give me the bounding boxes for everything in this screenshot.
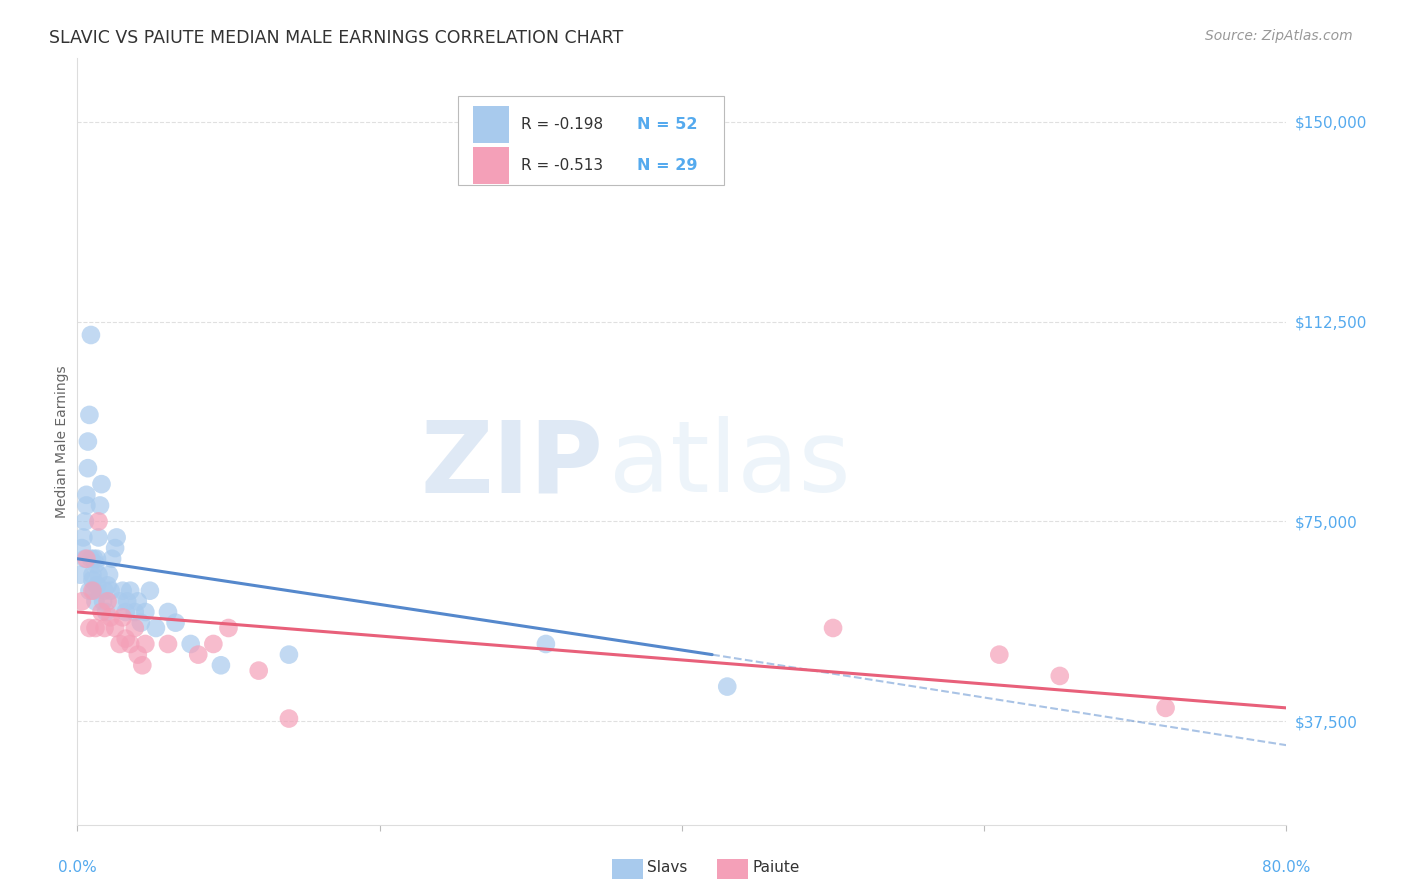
Point — [72, 530, 94, 544]
Point — [157, 637, 180, 651]
Point — [157, 605, 180, 619]
Point — [1049, 669, 1071, 683]
Point — [91, 594, 114, 608]
Point — [82, 567, 104, 582]
Point — [202, 637, 225, 651]
Point — [120, 637, 142, 651]
Point — [180, 637, 202, 651]
Point — [84, 557, 107, 571]
Point — [111, 610, 134, 624]
Point — [108, 637, 131, 651]
Point — [84, 621, 107, 635]
Point — [94, 605, 117, 619]
Point — [87, 530, 110, 544]
Point — [127, 594, 149, 608]
Point — [127, 648, 149, 662]
Text: Paiute: Paiute — [752, 860, 800, 874]
Point — [534, 637, 557, 651]
Point — [120, 583, 142, 598]
Text: 0.0%: 0.0% — [58, 860, 97, 875]
Point — [93, 583, 115, 598]
Text: ZIP: ZIP — [420, 416, 603, 513]
Point — [96, 578, 118, 592]
Text: atlas: atlas — [609, 416, 851, 513]
Point — [145, 621, 167, 635]
Point — [70, 541, 93, 555]
Point — [105, 530, 128, 544]
Point — [79, 621, 101, 635]
Point — [124, 621, 146, 635]
Point — [124, 605, 146, 619]
Point — [115, 594, 138, 608]
Point — [104, 541, 127, 555]
Point — [87, 515, 110, 529]
Point — [165, 615, 187, 630]
Point — [104, 621, 127, 635]
Point — [821, 621, 844, 635]
Bar — [472, 147, 509, 184]
Point — [98, 567, 121, 582]
Text: N = 52: N = 52 — [637, 117, 697, 132]
Point — [96, 594, 118, 608]
Point — [247, 664, 270, 678]
Point — [75, 499, 97, 513]
Point — [93, 621, 115, 635]
Text: Slavs: Slavs — [647, 860, 688, 874]
Point — [218, 621, 240, 635]
Point — [100, 583, 122, 598]
Point — [83, 583, 105, 598]
Point — [75, 488, 97, 502]
Text: 80.0%: 80.0% — [1263, 860, 1310, 875]
Point — [114, 632, 136, 646]
Point — [1154, 701, 1177, 715]
Point — [209, 658, 232, 673]
Point — [90, 477, 112, 491]
Point — [131, 658, 153, 673]
FancyBboxPatch shape — [458, 96, 724, 185]
Point — [86, 578, 108, 592]
Point — [139, 583, 162, 598]
Y-axis label: Median Male Earnings: Median Male Earnings — [55, 365, 69, 518]
Point — [80, 551, 103, 566]
Point — [111, 583, 134, 598]
Point — [80, 328, 103, 343]
Point — [89, 499, 111, 513]
Point — [129, 615, 152, 630]
Point — [90, 605, 112, 619]
Point — [100, 610, 122, 624]
Point — [187, 648, 209, 662]
Point — [134, 605, 156, 619]
Point — [114, 605, 136, 619]
Point — [278, 712, 301, 726]
Bar — [472, 106, 509, 143]
Point — [82, 573, 104, 587]
Point — [86, 551, 108, 566]
Point — [83, 551, 105, 566]
Text: R = -0.198: R = -0.198 — [522, 117, 603, 132]
Point — [73, 551, 96, 566]
Point — [988, 648, 1011, 662]
Point — [278, 648, 301, 662]
Point — [79, 583, 101, 598]
Point — [77, 461, 100, 475]
Point — [84, 594, 107, 608]
Point — [716, 680, 738, 694]
Text: N = 29: N = 29 — [637, 158, 697, 173]
Point — [134, 637, 156, 651]
Text: SLAVIC VS PAIUTE MEDIAN MALE EARNINGS CORRELATION CHART: SLAVIC VS PAIUTE MEDIAN MALE EARNINGS CO… — [49, 29, 623, 46]
Text: Source: ZipAtlas.com: Source: ZipAtlas.com — [1205, 29, 1353, 43]
Point — [108, 594, 131, 608]
Point — [70, 594, 93, 608]
Point — [79, 408, 101, 422]
Point — [69, 567, 91, 582]
Point — [73, 515, 96, 529]
Point — [77, 434, 100, 449]
Point — [75, 551, 97, 566]
Point — [87, 567, 110, 582]
Point — [82, 583, 104, 598]
Text: R = -0.513: R = -0.513 — [522, 158, 603, 173]
Point — [101, 551, 124, 566]
